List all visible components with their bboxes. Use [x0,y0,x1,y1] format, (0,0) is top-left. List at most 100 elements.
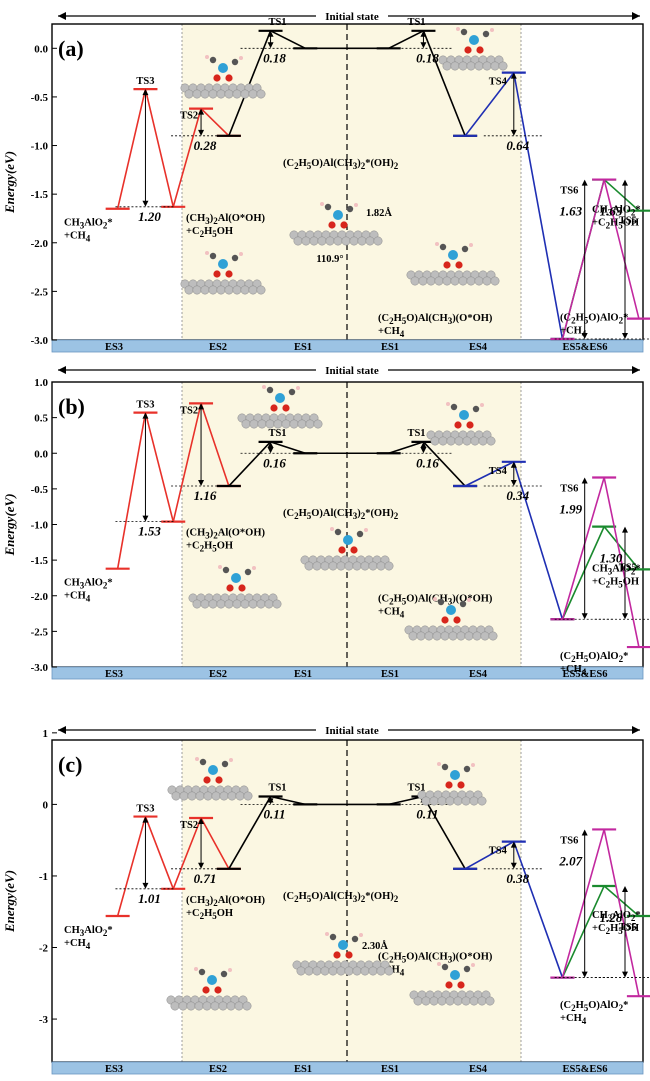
surface-atom [216,89,226,99]
state-label-es4: +CH4​ [378,606,405,619]
ts-label: TS1 [407,428,425,439]
surface-atom [373,236,383,246]
y-tick-label: 0 [43,799,49,811]
hydrogen-atom [467,598,471,602]
surface-atom [265,419,275,429]
panel-label: (c) [58,752,82,777]
category-label: ES1 [381,1064,399,1075]
state-label-es2: (CH3​)2​Al(O*OH) [186,528,265,541]
state-label-es4: (C2​H5​O)Al(CH3​)(O*OH) [378,952,493,965]
surface-atom [234,1001,244,1011]
ts-label: TS6 [560,186,578,197]
ts-label: TS6 [560,483,578,494]
ts-label: TS2 [180,820,198,831]
hydrogen-atom [456,27,460,31]
series-segment [270,441,306,455]
ts-label: TS5 [619,563,637,574]
series-segment [603,178,640,212]
surface-atom [216,599,226,609]
banner-mask [316,9,388,23]
banner-arrow-right [632,366,640,374]
barrier-arrow-head [142,200,149,207]
ts-label: TS5 [619,922,637,933]
banner-arrow-left [58,12,66,20]
series-segment [144,412,175,522]
y-tick-label: -2.0 [31,238,49,250]
hydrogen-atom [239,56,243,60]
surface-atom [408,631,418,641]
oxygen-atom [333,951,341,959]
state-label-es4: (C2​H5​O)Al(CH3​)(O*OH) [378,313,493,326]
barrier-arrow-head [198,480,205,487]
surface-atom [418,276,428,286]
barrier-arrow-head [622,971,628,978]
category-label: ES4 [469,669,488,680]
ts-label: TS5 [619,216,637,227]
ts-label: TS4 [489,846,508,857]
barrier-arrow-head [420,42,427,49]
carbon-atom [439,243,447,251]
category-label: ES5&ES6 [563,342,608,353]
category-band [51,1061,644,1075]
barrier-value: 1.63 [600,204,623,219]
y-tick-label: 0.0 [34,43,48,55]
hydrogen-atom [205,251,209,255]
carbon-atom [472,405,480,413]
surface-atom [216,285,226,295]
surface-atom [429,996,439,1006]
barrier-arrow-head [142,515,149,522]
surface-atom [257,419,267,429]
series-segment [513,461,564,620]
surface-atom [490,61,500,71]
molecule-structure [289,202,383,246]
category-label: ES5&ES6 [563,669,608,680]
surface-atom [453,796,463,806]
surface-atom [171,791,181,801]
surface-atom [264,599,274,609]
oxygen-atom [457,781,465,789]
carbon-atom [463,765,471,773]
carbon-atom [244,568,252,576]
surface-atom [485,996,495,1006]
hydrogen-atom [296,386,300,390]
category-label: ES2 [209,342,227,353]
series-segment [603,829,640,997]
banner-label: Initial state [325,725,379,737]
banner-arrow-left [58,366,66,374]
surface-atom [293,236,303,246]
surface-atom [445,996,455,1006]
surface-atom [458,61,468,71]
series-segment [603,477,640,648]
aluminum-atom [208,765,218,775]
oxygen-atom [225,74,233,82]
surface-atom [474,61,484,71]
series-segment [172,817,202,890]
barrier-value: 0.16 [416,455,439,470]
surface-atom [344,561,354,571]
state-label-es2: +C2​H5​OH [186,226,233,239]
barrier-value: 0.64 [506,138,529,153]
ts-label: TS2 [180,111,198,122]
banner-mask [316,363,388,377]
molecule-structure [167,757,253,801]
aluminum-atom [450,970,460,980]
series-segment [200,108,230,137]
series-segment [561,829,605,978]
state-label-es3: +CH4​ [64,938,91,951]
surface-atom [416,631,426,641]
y-axis-label: Energy(eV) [2,870,17,933]
surface-atom [249,419,259,429]
surface-atom [336,561,346,571]
molecule-structure [300,527,394,571]
surface-atom [226,1001,236,1011]
barrier-arrow-head [142,882,149,889]
surface-atom [437,796,447,806]
barrier-value: 0.16 [263,455,286,470]
hydrogen-atom [205,55,209,59]
surface-atom [453,996,463,1006]
surface-atom [440,631,450,641]
banner-label: Initial state [325,11,379,23]
series-segment [200,817,230,870]
category-label: ES2 [209,669,227,680]
surface-atom [430,436,440,446]
